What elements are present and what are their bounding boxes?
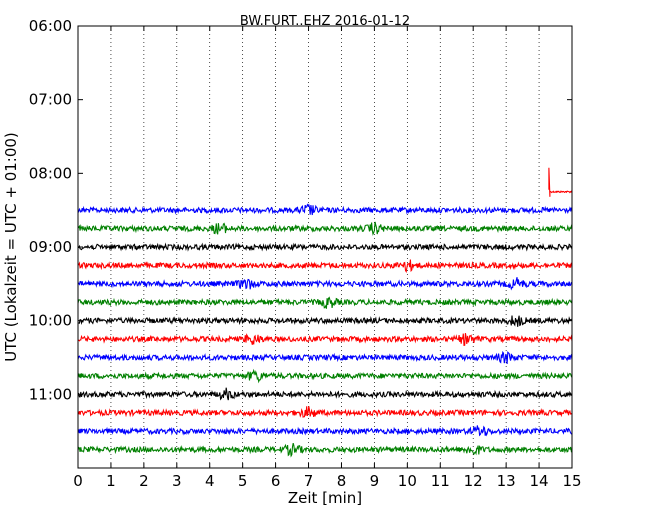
x-tick-label: 9 bbox=[370, 472, 380, 490]
y-tick-label: 06:00 bbox=[29, 17, 72, 35]
x-tick-label: 12 bbox=[464, 472, 483, 490]
x-tick-label: 7 bbox=[304, 472, 314, 490]
y-axis-label: UTC (Lokalzeit = UTC + 01:00) bbox=[2, 132, 20, 362]
x-tick-label: 11 bbox=[431, 472, 450, 490]
x-axis: 0 1 2 3 4 5 6 7 8 9 10 11 12 13 14 15 bbox=[73, 26, 582, 490]
trace-line bbox=[77, 296, 573, 309]
trace-line bbox=[77, 242, 573, 252]
x-tick-label: 1 bbox=[106, 472, 116, 490]
trace-line bbox=[77, 350, 573, 365]
chart-title: BW.FURT..EHZ 2016-01-12 bbox=[240, 14, 410, 29]
trace-line bbox=[77, 315, 573, 327]
x-tick-label: 14 bbox=[530, 472, 549, 490]
seismogram-traces bbox=[77, 167, 573, 458]
trace-line bbox=[548, 167, 573, 197]
y-tick-label: 10:00 bbox=[29, 312, 72, 330]
trace-line bbox=[77, 406, 573, 418]
x-tick-label: 5 bbox=[238, 472, 248, 490]
trace-line bbox=[77, 332, 573, 347]
trace-line bbox=[77, 368, 573, 384]
trace-line bbox=[77, 221, 573, 236]
trace-line bbox=[77, 387, 573, 401]
x-tick-label: 4 bbox=[205, 472, 215, 490]
x-tick-label: 13 bbox=[497, 472, 516, 490]
x-tick-label: 8 bbox=[337, 472, 347, 490]
trace-line bbox=[77, 277, 573, 291]
y-tick-label: 08:00 bbox=[29, 164, 72, 182]
x-tick-label: 3 bbox=[172, 472, 182, 490]
y-tick-label: 07:00 bbox=[29, 91, 72, 109]
y-axis: 06:00 07:00 08:00 09:00 10:00 11:00 bbox=[29, 17, 572, 403]
trace-line bbox=[77, 203, 573, 216]
x-tick-label: 6 bbox=[271, 472, 281, 490]
x-tick-label: 2 bbox=[139, 472, 149, 490]
trace-line bbox=[77, 259, 573, 274]
trace-line bbox=[77, 442, 573, 458]
x-tick-label: 0 bbox=[73, 472, 83, 490]
trace-line bbox=[77, 425, 573, 437]
y-tick-label: 11:00 bbox=[29, 385, 72, 403]
x-axis-label: Zeit [min] bbox=[288, 489, 362, 507]
x-tick-label: 10 bbox=[398, 472, 417, 490]
x-tick-label: 15 bbox=[562, 472, 581, 490]
y-tick-label: 09:00 bbox=[29, 238, 72, 256]
